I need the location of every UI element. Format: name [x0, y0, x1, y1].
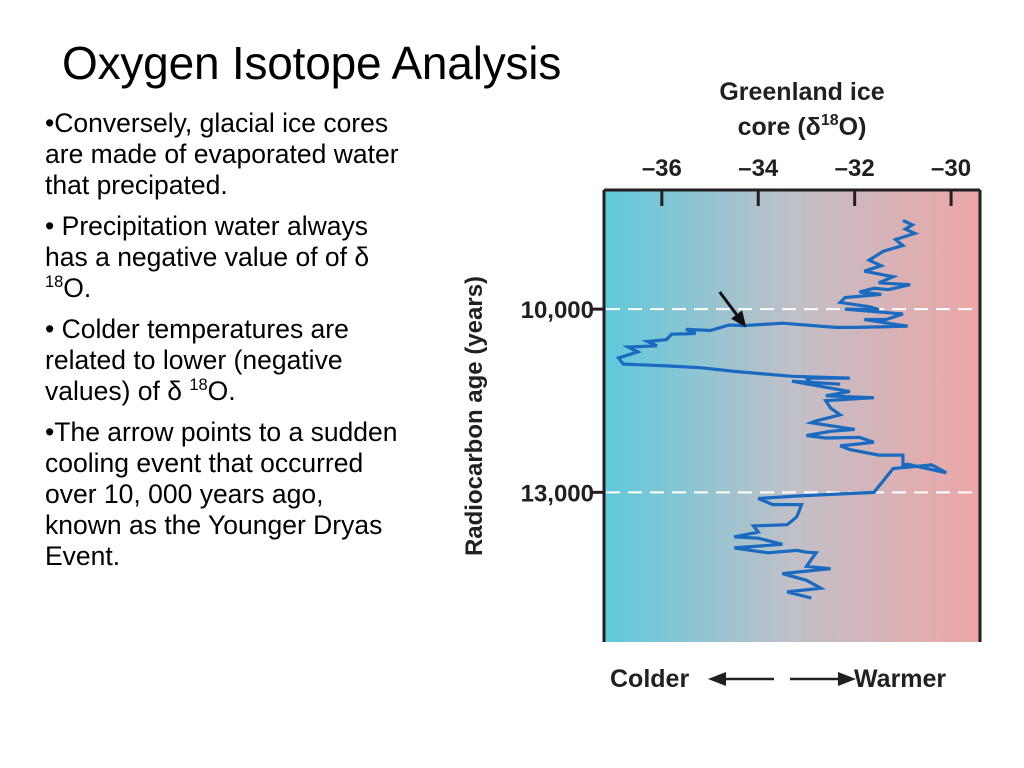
bullet-text: •The arrow points to a sudden cooling ev…	[45, 417, 398, 571]
bullet-text: O.	[63, 273, 92, 303]
bullet-list: •Conversely, glacial ice cores are made …	[45, 108, 405, 582]
bullet-text: • Colder temperatures are related to low…	[45, 314, 349, 406]
plot-frame	[602, 188, 982, 642]
bullet-superscript: 18	[189, 376, 208, 395]
chart-title-line-2: core (δ18O)	[738, 112, 867, 141]
greenland-ice-core-chart: Greenland ice core (δ18O) –36 –34 –32 –30 10…	[440, 70, 1000, 700]
x-tick-label: –36	[642, 155, 682, 182]
x-tick-label: –32	[835, 155, 875, 182]
chart-title-superscript: 18	[821, 112, 839, 129]
bullet-text: O.	[207, 376, 236, 406]
legend-left-arrowhead	[708, 672, 726, 686]
chart-title-core: core (δ	[738, 113, 821, 141]
reference-lines	[606, 308, 980, 494]
chart-title-line-1: Greenland ice	[719, 78, 884, 106]
bullet-text: •Conversely, glacial ice cores are made …	[45, 108, 399, 200]
y-tick-label: 10,000	[521, 297, 594, 324]
annotation-arrow-group	[718, 291, 747, 328]
bullet-item: •Conversely, glacial ice cores are made …	[45, 108, 405, 201]
series-group	[615, 219, 948, 600]
legend-colder-label: Colder	[610, 665, 689, 693]
axis-ticks: –36 –34 –32 –30 10,000 13,000	[521, 155, 972, 507]
annotation-arrow-line	[718, 291, 738, 316]
bullet-text: • Precipitation water always has a negat…	[45, 211, 370, 272]
slide-title: Oxygen Isotope Analysis	[62, 37, 562, 89]
x-tick-label: –34	[738, 155, 779, 182]
annotation-arrowhead	[731, 310, 747, 328]
y-tick-label: 13,000	[521, 480, 594, 507]
chart-title-suffix: O)	[839, 113, 867, 141]
series-line	[615, 219, 948, 600]
bullet-item: •The arrow points to a sudden cooling ev…	[45, 417, 405, 572]
bottom-legend: Colder Warmer	[610, 665, 946, 693]
bullet-item: • Colder temperatures are related to low…	[45, 314, 405, 407]
y-axis-label: Radiocarbon age (years)	[461, 276, 488, 556]
legend-warmer-label: Warmer	[854, 665, 946, 693]
bullet-item: • Precipitation water always has a negat…	[45, 211, 405, 304]
x-tick-label: –30	[931, 155, 971, 182]
bullet-superscript: 18	[45, 273, 64, 292]
plot-background	[604, 190, 980, 642]
legend-right-arrowhead	[838, 672, 856, 686]
